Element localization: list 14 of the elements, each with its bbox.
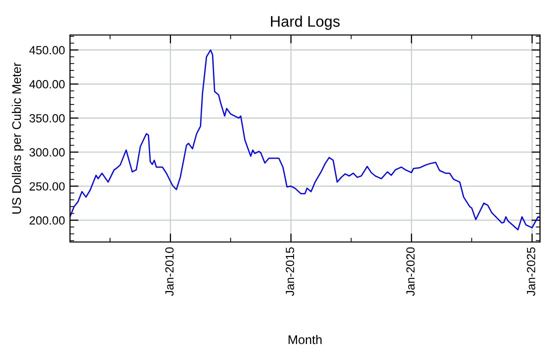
y-tick-label: 400.00 [29,80,65,88]
chart-title: Hard Logs [271,16,340,30]
y-tick-label: 200.00 [30,216,65,225]
y-tick-label: 350.00 [29,114,65,122]
line-series [70,49,540,230]
y-tick-label: 450.00 [29,46,65,54]
x-tick-label: Jan-2020 [406,247,415,296]
x-axis-title: Month [288,334,322,344]
y-tick-label: 250.00 [30,182,65,191]
x-tick-label: Jan-2015 [286,247,294,296]
y-axis-title: US Dollars per Cubic Meter [12,62,24,214]
x-tick-label: Jan-2025 [526,247,536,296]
x-tick-label: Jan-2010 [165,247,174,296]
y-tick-label: 300.00 [29,148,65,157]
